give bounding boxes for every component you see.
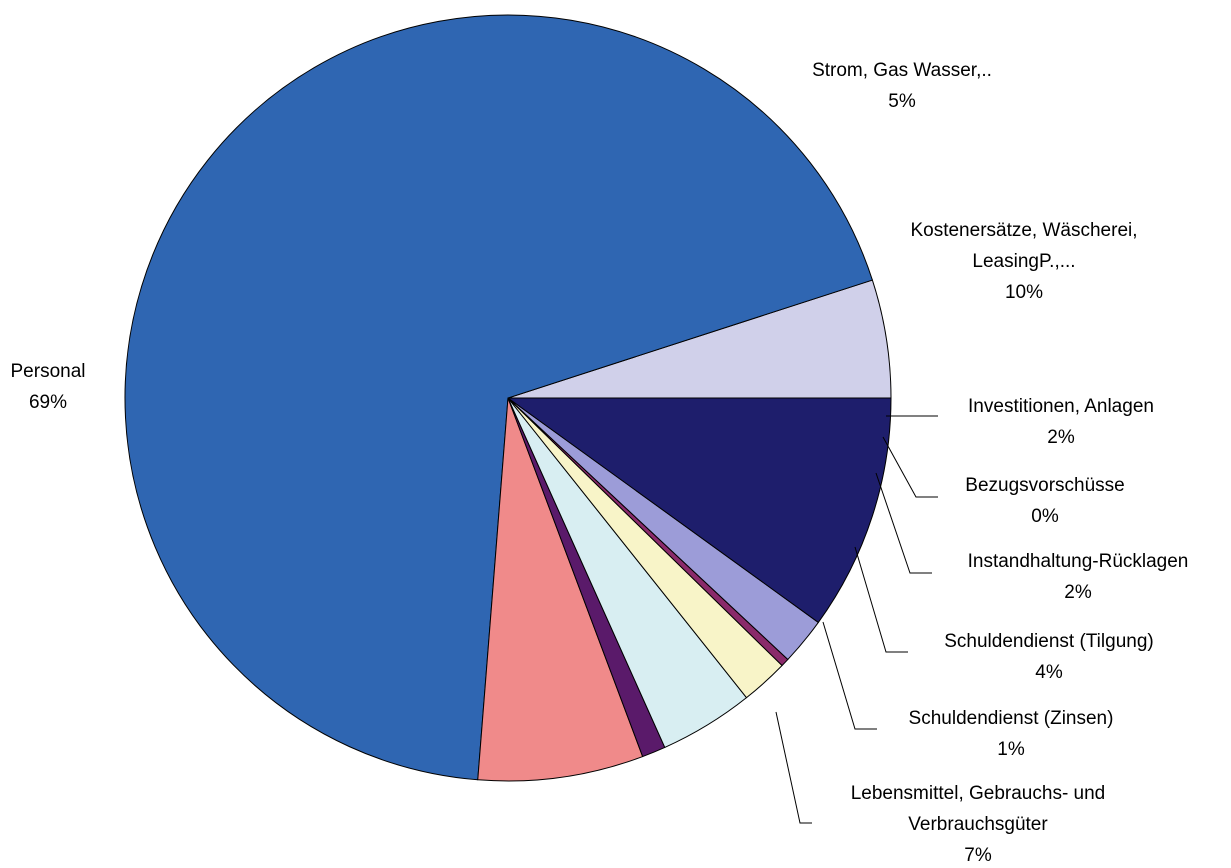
slice-category-label: Strom, Gas Wasser,.. — [812, 60, 992, 81]
pie-slice — [477, 397, 644, 782]
slice-percent-label: 4% — [1035, 662, 1063, 683]
slice-category-label: Verbrauchsgüter — [908, 814, 1048, 835]
pie-slice — [507, 397, 892, 623]
slice-percent-label: 5% — [888, 91, 916, 112]
slice-category-label: Lebensmittel, Gebrauchs- und — [851, 783, 1106, 804]
slice-percent-label: 2% — [1064, 582, 1092, 603]
slice-percent-label: 10% — [1005, 282, 1043, 303]
pie-slice — [124, 14, 873, 781]
slice-percent-label: 7% — [964, 845, 992, 863]
pie-slices — [124, 14, 892, 782]
slice-category-label: Investitionen, Anlagen — [968, 396, 1154, 417]
slice-category-label: Personal — [11, 361, 86, 382]
slice-percent-label: 2% — [1047, 427, 1075, 448]
leader-line — [875, 472, 932, 574]
slice-category-label: Bezugsvorschüsse — [965, 475, 1124, 496]
slice-category-label: Kostenersätze, Wäscherei, — [910, 220, 1137, 241]
leader-line — [822, 621, 877, 730]
slice-labels: Strom, Gas Wasser,.. 5% Personal 69% Lebensm… — [11, 60, 1189, 866]
slice-percent-label: 1% — [997, 739, 1025, 760]
leader-line — [882, 436, 938, 498]
leader-lines — [775, 415, 938, 824]
leader-line — [775, 711, 812, 824]
slice-category-label: Schuldendienst (Tilgung) — [944, 631, 1153, 652]
slice-category-label: Instandhaltung-Rücklagen — [968, 551, 1189, 572]
slice-category-label: Schuldendienst (Zinsen) — [909, 708, 1114, 729]
slice-percent-label: 0% — [1031, 506, 1059, 527]
slice-percent-label: 69% — [29, 392, 67, 413]
slice-category-label: LeasingP.,... — [972, 251, 1075, 272]
leader-line — [854, 546, 908, 653]
